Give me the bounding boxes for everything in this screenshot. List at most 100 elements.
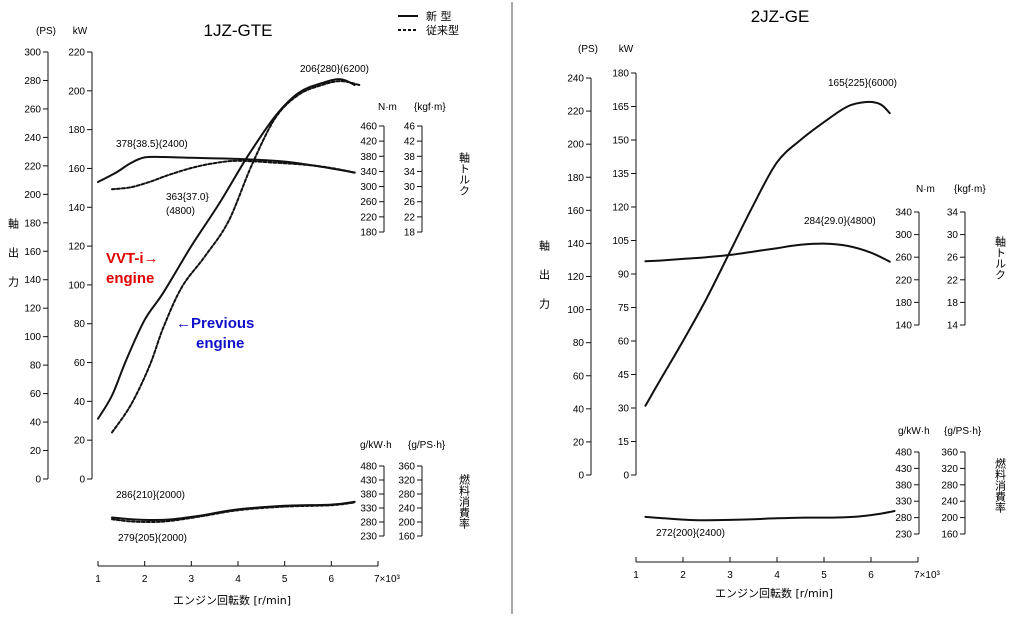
gkwh-tick-label: 430 [360, 476, 377, 487]
nm-tick-label: 180 [360, 228, 377, 239]
kw-tick-label: 135 [612, 169, 629, 180]
gkwh-tick-label: 380 [360, 490, 377, 501]
kw-tick-label: 160 [68, 164, 85, 175]
gpsh-unit-1jz: {g/PS·h} [408, 440, 446, 451]
kw-tick-label: 20 [74, 436, 86, 447]
gkwh-tick-label: 330 [360, 504, 377, 515]
ps-unit-1jz: (PS) [36, 26, 56, 37]
annotation-torque-2jz: 284{29.0}(4800) [804, 216, 876, 227]
nm-tick-label: 260 [360, 197, 377, 208]
kw-tick-label: 120 [612, 203, 629, 214]
series-line-power-new [97, 78, 356, 420]
nm-unit-2jz: N·m [916, 184, 935, 195]
kgfm-tick-label: 46 [404, 122, 416, 133]
gkwh-unit-2jz: g/kW·h [898, 426, 930, 437]
ps-tick-label: 100 [24, 332, 41, 343]
chart-1jz-gte: 1JZ-GTE 新 型 従来型 (PS) kW 3002802602402202… [7, 9, 471, 607]
kgfm-tick-label: 18 [947, 298, 959, 309]
series-line-torque-old [111, 159, 356, 191]
ps-tick-label: 260 [24, 104, 41, 115]
kgfm-unit-1jz: {kgf·m} [414, 102, 446, 113]
annotation-bsfc-new-1jz: 286{210}(2000) [116, 490, 185, 501]
kw-tick-label: 60 [618, 337, 630, 348]
legend-old-label: 従来型 [426, 23, 459, 37]
nm-tick-label: 340 [895, 208, 912, 219]
kw-tick-label: 220 [68, 48, 85, 59]
series-line-power-old [111, 80, 361, 434]
x-tick-labels-1jz: 1 2 3 4 5 6 7×10³ [95, 561, 401, 585]
kw-tick-label: 120 [68, 242, 85, 253]
gpsh-tick-label: 200 [941, 513, 958, 524]
ps-tick-label: 220 [567, 107, 584, 118]
series-line-bsfc-new [644, 510, 896, 522]
ps-tick-label: 300 [24, 48, 41, 59]
kw-unit-1jz: kW [73, 26, 88, 37]
x-tick-label: 7×10³ [374, 574, 401, 585]
kw-tick-label: 15 [618, 437, 630, 448]
nm-tick-label: 420 [360, 137, 377, 148]
ps-tick-label: 120 [24, 304, 41, 315]
x-tick-label: 2 [142, 574, 148, 585]
annotation-vvti-line2: engine [106, 270, 154, 287]
ps-tick-label: 200 [567, 140, 584, 151]
ps-tick-label: 20 [573, 437, 585, 448]
x-tick-label: 7×10³ [914, 570, 941, 581]
torque-tick-labels-2jz: 340 300 260 220 180 140 34 30 26 22 18 14 [895, 208, 965, 332]
annotation-previous-line2: engine [196, 335, 244, 352]
x-tick-label: 5 [282, 574, 288, 585]
series-line-torque-new [644, 242, 891, 263]
nm-tick-label: 220 [360, 212, 377, 223]
nm-unit-1jz: N·m [378, 102, 397, 113]
annotation-torque-old-2-1jz: (4800) [166, 206, 195, 217]
gkwh-unit-1jz: g/kW·h [360, 440, 392, 451]
torque-axis-label-1jz: 軸トルク [458, 151, 471, 196]
bsfc-tick-labels-1jz: 480 430 380 330 280 230 360 320 280 240 200 160 [360, 462, 422, 543]
annotation-previous-line1: ←Previous [176, 315, 254, 332]
gpsh-tick-label: 200 [398, 518, 415, 529]
ps-tick-label: 180 [24, 218, 41, 229]
x-tick-label: 4 [774, 570, 780, 581]
x-tick-label: 1 [95, 574, 101, 585]
x-tick-label: 3 [727, 570, 733, 581]
gpsh-tick-label: 320 [398, 476, 415, 487]
series-line-bsfc-old [111, 501, 356, 524]
annotation-power-peak-1jz: 206{280}(6200) [300, 64, 369, 75]
kgfm-tick-label: 18 [404, 228, 416, 239]
kw-tick-label: 180 [68, 125, 85, 136]
ps-tick-label: 80 [573, 338, 585, 349]
gpsh-tick-label: 240 [941, 497, 958, 508]
bsfc-axis-label-1jz: 燃料消費率 [458, 473, 471, 530]
ps-tick-label: 200 [24, 190, 41, 201]
power-axis-label-2jz: 軸出力 [538, 239, 551, 327]
ps-tick-label: 140 [24, 275, 41, 286]
ps-tick-label: 20 [30, 446, 42, 457]
ps-tick-label: 160 [567, 206, 584, 217]
kw-tick-label: 75 [618, 303, 630, 314]
kgfm-tick-label: 14 [947, 321, 959, 332]
gkwh-tick-label: 380 [895, 480, 912, 491]
kgfm-tick-label: 34 [947, 208, 959, 219]
kw-tick-label: 150 [612, 136, 629, 147]
kgfm-tick-label: 26 [404, 197, 416, 208]
kw-tick-label: 180 [612, 69, 629, 80]
ps-tick-label: 180 [567, 173, 584, 184]
chart-2jz-ge: 2JZ-GE (PS) kW 2402202001801601401201008… [538, 7, 1007, 600]
x-axis-label-1jz: エンジン回転数 [r/min] [173, 594, 291, 607]
x-tick-labels-2jz: 1 2 3 4 5 6 7×10³ [633, 557, 941, 581]
annotation-bsfc-old-1jz: 279{205}(2000) [118, 533, 187, 544]
nm-tick-label: 340 [360, 167, 377, 178]
gkwh-tick-label: 230 [895, 530, 912, 541]
torque-tick-labels-1jz: 460 420 380 340 300 260 220 180 46 42 38 34 30 26 22 18 [360, 122, 422, 239]
gpsh-tick-label: 280 [398, 490, 415, 501]
kgfm-tick-label: 30 [404, 182, 416, 193]
ps-tick-label: 80 [30, 361, 42, 372]
gkwh-tick-label: 230 [360, 532, 377, 543]
ps-unit-2jz: (PS) [578, 44, 598, 55]
annotation-vvti-line1: VVT-i→ [106, 250, 159, 267]
kw-unit-2jz: kW [619, 44, 634, 55]
chart-title-2jz: 2JZ-GE [751, 7, 810, 26]
